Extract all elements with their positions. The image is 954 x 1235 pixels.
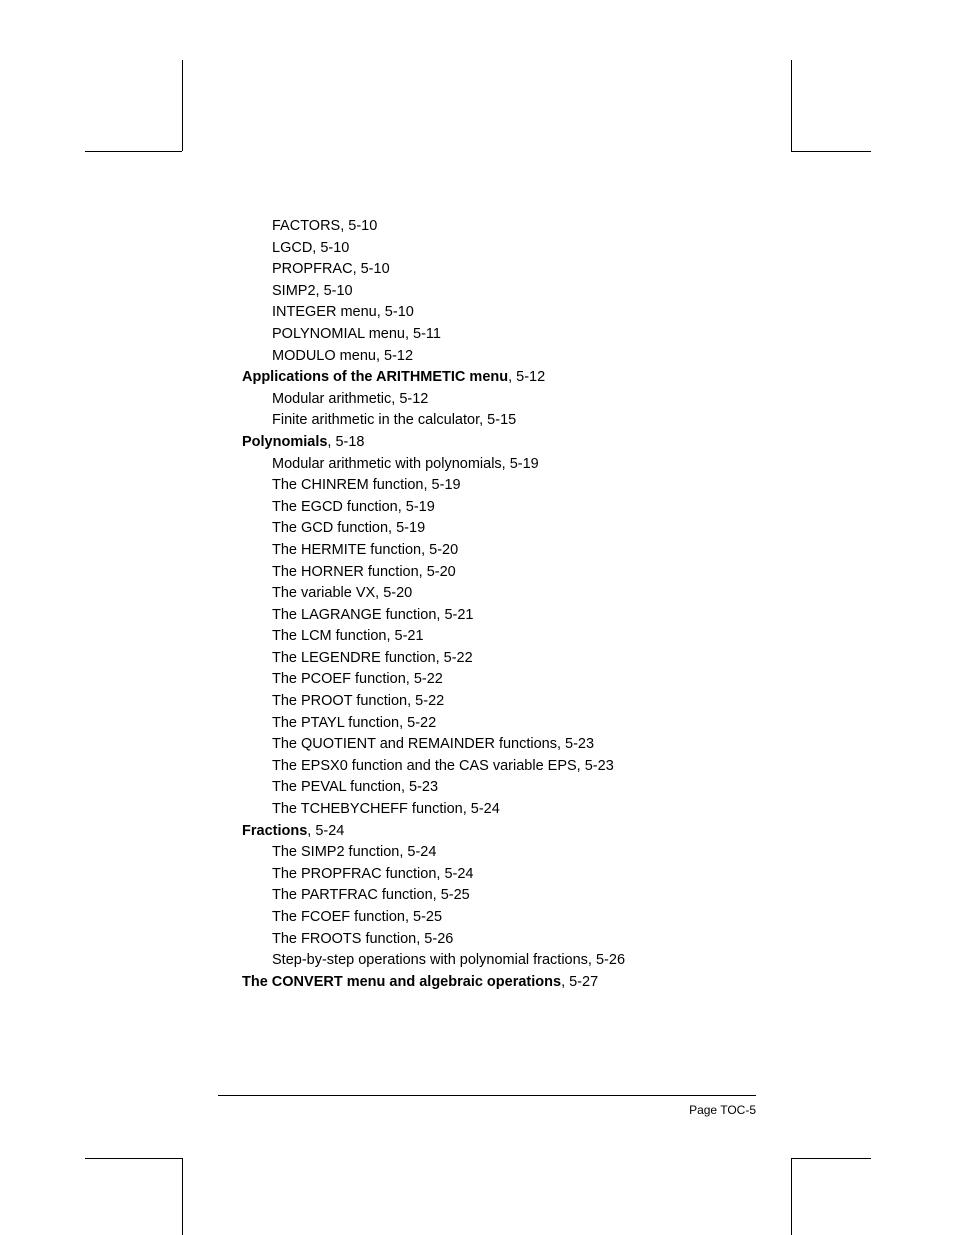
toc-entry: SIMP2, 5-10 (272, 281, 762, 303)
toc-entry: The TCHEBYCHEFF function, 5-24 (272, 799, 762, 821)
crop-mark (791, 1158, 792, 1235)
page: FACTORS, 5-10LGCD, 5-10PROPFRAC, 5-10SIM… (0, 0, 954, 1235)
toc-entry-title: Polynomials (242, 434, 327, 450)
toc-entry: The EPSX0 function and the CAS variable … (272, 756, 762, 778)
crop-mark (85, 151, 182, 152)
toc-entry-title: Fractions (242, 823, 307, 839)
footer-page-number: Page TOC-5 (218, 1103, 756, 1117)
toc-entry: Fractions, 5-24 (242, 821, 762, 843)
toc-entry: The PTAYL function, 5-22 (272, 713, 762, 735)
footer-rule (218, 1095, 756, 1096)
toc-entry: Modular arithmetic with polynomials, 5-1… (272, 454, 762, 476)
crop-mark (791, 151, 871, 152)
toc-entry: The LAGRANGE function, 5-21 (272, 605, 762, 627)
crop-mark (85, 1158, 182, 1159)
toc-entry: The SIMP2 function, 5-24 (272, 842, 762, 864)
crop-mark (791, 1158, 871, 1159)
crop-mark (182, 1158, 183, 1235)
toc-entry-title: Applications of the ARITHMETIC menu (242, 369, 508, 385)
toc-entry: INTEGER menu, 5-10 (272, 302, 762, 324)
toc-list: FACTORS, 5-10LGCD, 5-10PROPFRAC, 5-10SIM… (242, 216, 762, 993)
toc-entry: The EGCD function, 5-19 (272, 497, 762, 519)
toc-entry: Applications of the ARITHMETIC menu, 5-1… (242, 367, 762, 389)
toc-entry: Modular arithmetic, 5-12 (272, 389, 762, 411)
toc-entry-page: , 5-24 (307, 823, 344, 839)
toc-entry-title: The CONVERT menu and algebraic operation… (242, 974, 561, 990)
toc-entry: PROPFRAC, 5-10 (272, 259, 762, 281)
toc-entry: POLYNOMIAL menu, 5-11 (272, 324, 762, 346)
toc-entry: The CHINREM function, 5-19 (272, 475, 762, 497)
toc-entry: The QUOTIENT and REMAINDER functions, 5-… (272, 734, 762, 756)
toc-entry: The HERMITE function, 5-20 (272, 540, 762, 562)
toc-entry: LGCD, 5-10 (272, 238, 762, 260)
toc-entry: The PARTFRAC function, 5-25 (272, 885, 762, 907)
toc-entry: Polynomials, 5-18 (242, 432, 762, 454)
toc-entry: The PROPFRAC function, 5-24 (272, 864, 762, 886)
toc-entry-page: , 5-12 (508, 369, 545, 385)
toc-entry: The LEGENDRE function, 5-22 (272, 648, 762, 670)
toc-entry: The PEVAL function, 5-23 (272, 777, 762, 799)
toc-entry-page: , 5-27 (561, 974, 598, 990)
toc-entry: The PROOT function, 5-22 (272, 691, 762, 713)
toc-entry: The FCOEF function, 5-25 (272, 907, 762, 929)
toc-entry: The HORNER function, 5-20 (272, 562, 762, 584)
toc-entry: The CONVERT menu and algebraic operation… (242, 972, 762, 994)
toc-entry: The FROOTS function, 5-26 (272, 929, 762, 951)
toc-entry: MODULO menu, 5-12 (272, 346, 762, 368)
toc-entry-page: , 5-18 (327, 434, 364, 450)
crop-mark (182, 60, 183, 151)
toc-entry: FACTORS, 5-10 (272, 216, 762, 238)
crop-mark (791, 60, 792, 151)
toc-entry: The GCD function, 5-19 (272, 518, 762, 540)
toc-entry: Step-by-step operations with polynomial … (272, 950, 762, 972)
toc-entry: Finite arithmetic in the calculator, 5-1… (272, 410, 762, 432)
toc-entry: The LCM function, 5-21 (272, 626, 762, 648)
toc-entry: The PCOEF function, 5-22 (272, 669, 762, 691)
toc-entry: The variable VX, 5-20 (272, 583, 762, 605)
